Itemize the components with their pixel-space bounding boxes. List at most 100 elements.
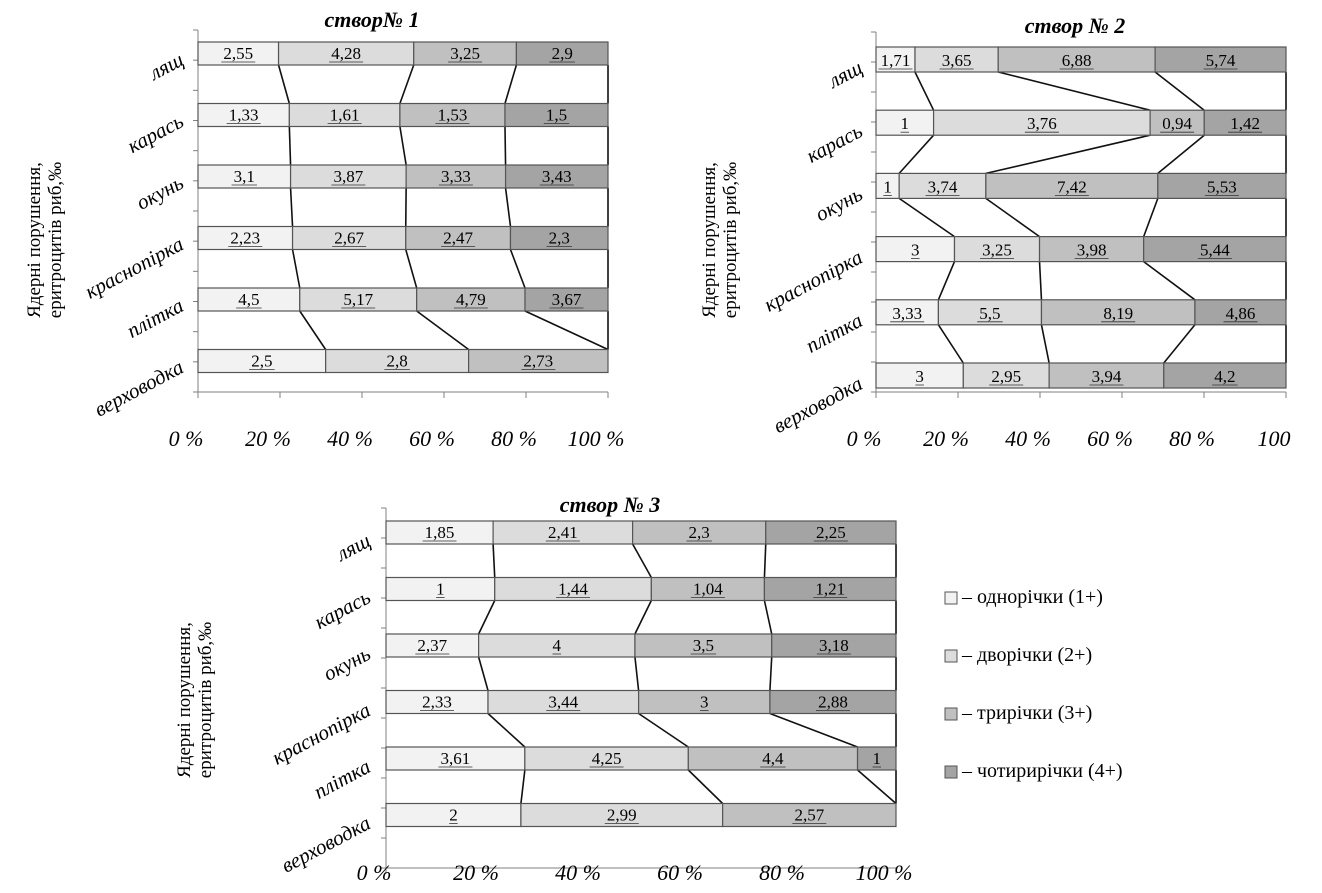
bar-value-label: 2,67 xyxy=(334,229,364,248)
x-tick-label: 40 % xyxy=(1005,426,1051,451)
bar-segment xyxy=(1038,236,1145,263)
series-connector-line xyxy=(1157,134,1205,175)
bar-value-label: 4,86 xyxy=(1226,304,1256,323)
series-connector-line xyxy=(769,712,858,748)
y-axis-label-line: еритроцитів риб,‰ xyxy=(720,162,741,318)
series-connector-line xyxy=(299,310,327,350)
bar-segment xyxy=(898,172,987,199)
chart-title: створ№ 1 xyxy=(324,7,419,32)
bar-segment xyxy=(504,164,609,189)
bar-value-label: 4,4 xyxy=(762,749,784,768)
series-connector-line xyxy=(492,543,496,578)
bar-value-label: 2,99 xyxy=(607,806,637,825)
category-label: окунь xyxy=(811,182,866,226)
bar-value-label: 3,76 xyxy=(1027,114,1057,133)
bar-value-label: 3,33 xyxy=(892,304,922,323)
bar-segment xyxy=(937,299,1043,326)
category-label: верховодка xyxy=(90,355,187,422)
bar-value-label: 1,53 xyxy=(438,106,468,125)
bar-segment xyxy=(722,802,897,828)
bar-value-label: 0,94 xyxy=(1162,114,1192,133)
bar-value-label: 1,5 xyxy=(546,106,567,125)
series-connector-line xyxy=(288,126,292,166)
series-connector-line xyxy=(504,126,507,166)
x-tick-label: 80 % xyxy=(491,426,537,451)
y-axis-label-line: Ядерні порушення, xyxy=(699,162,720,318)
category-label: карась xyxy=(310,585,374,634)
y-axis-label: Ядерні порушення,еритроцитів риб,‰ xyxy=(174,622,216,778)
bar-segment xyxy=(1154,46,1287,73)
legend: – однорічки (1+) – дворічки (2+) – трирічк… xyxy=(944,586,1123,782)
bar-value-label: 4,2 xyxy=(1214,367,1235,386)
x-tick-label: 0 % xyxy=(357,860,392,885)
series-connector-line xyxy=(763,543,767,578)
series-connector-line xyxy=(1154,71,1205,111)
bar-value-label: 5,5 xyxy=(979,304,1000,323)
category-label: плітка xyxy=(310,754,375,804)
chart-stvir-2: створ № 2 Ядерні порушення,еритроцитів ри… xyxy=(699,13,1291,451)
bar-value-label: 1 xyxy=(436,580,445,599)
x-tick-label: 20 % xyxy=(923,426,969,451)
category-label: краснопірка xyxy=(760,245,866,317)
y-axis-label: Ядерні порушення,еритроцитів риб,‰ xyxy=(699,162,741,318)
bar-value-label: 2,9 xyxy=(552,44,573,63)
series-connector-line xyxy=(914,71,935,111)
category-label: плітка xyxy=(123,293,188,343)
bar-value-label: 3 xyxy=(915,367,924,386)
series-connector-line xyxy=(509,249,526,289)
series-connector-line xyxy=(504,187,512,227)
series-connector-line xyxy=(277,64,291,104)
chart-title: створ № 3 xyxy=(560,492,661,517)
chart-stvir-3: створ № 3 Ядерні порушення,еритроцитів ри… xyxy=(174,492,912,885)
bar-value-label: 1 xyxy=(873,749,882,768)
x-tick-label: 60 % xyxy=(409,426,455,451)
bar-value-label: 3,98 xyxy=(1077,241,1107,260)
x-tick-label: 20 % xyxy=(453,860,499,885)
chart-title: створ № 2 xyxy=(1025,13,1126,38)
x-tick-label: 80 % xyxy=(1169,426,1215,451)
y-axis-label-line: еритроцитів риб,‰ xyxy=(45,162,66,318)
bar-value-label: 1,44 xyxy=(558,580,588,599)
bar-value-label: 5,17 xyxy=(343,290,373,309)
category-label: карась xyxy=(802,118,866,167)
bar-value-label: 2,47 xyxy=(443,229,473,248)
series-connector-line xyxy=(634,656,640,691)
bar-value-label: 1 xyxy=(901,114,910,133)
series-connector-line xyxy=(487,712,526,748)
category-label: лящ xyxy=(823,55,866,93)
bar-value-label: 1,61 xyxy=(330,106,360,125)
x-tick-label: 20 % xyxy=(245,426,291,451)
chart-stvir-1: створ№ 1 Ядерні порушення,еритроцитів риб… xyxy=(24,7,624,451)
category-label: окунь xyxy=(319,641,374,685)
series-connector-line xyxy=(1143,260,1196,301)
legend-label: – однорічки (1+) xyxy=(961,586,1103,608)
series-connector-line xyxy=(477,656,489,691)
series-connector-line xyxy=(985,134,1151,175)
bar-value-label: 1,71 xyxy=(881,51,911,70)
bar-value-label: 2 xyxy=(449,806,458,825)
bar-value-label: 3,61 xyxy=(441,749,471,768)
bar-segment xyxy=(914,46,999,73)
x-tick-label: 0 % xyxy=(847,426,882,451)
series-connector-line xyxy=(1040,324,1050,364)
bar-value-label: 3 xyxy=(700,693,709,712)
series-connector-line xyxy=(291,249,301,289)
bar-value-label: 3,25 xyxy=(450,44,480,63)
bar-value-label: 3,67 xyxy=(552,290,582,309)
legend-swatch xyxy=(944,649,958,663)
bar-segment xyxy=(515,41,609,66)
series-connector-line xyxy=(416,310,470,351)
series-connector-line xyxy=(857,769,897,805)
bar-segment xyxy=(875,109,935,136)
x-tick-label: 100 % xyxy=(568,426,625,451)
bar-segment xyxy=(875,299,939,326)
bar-segment xyxy=(875,362,964,389)
bar-value-label: 2,88 xyxy=(818,693,848,712)
bar-segment xyxy=(763,576,897,602)
series-connector-line xyxy=(998,71,1151,111)
series-connector-line xyxy=(634,600,653,635)
bar-value-label: 5,44 xyxy=(1200,241,1230,260)
series-connector-line xyxy=(524,310,609,351)
bar-value-label: 8,19 xyxy=(1103,304,1133,323)
